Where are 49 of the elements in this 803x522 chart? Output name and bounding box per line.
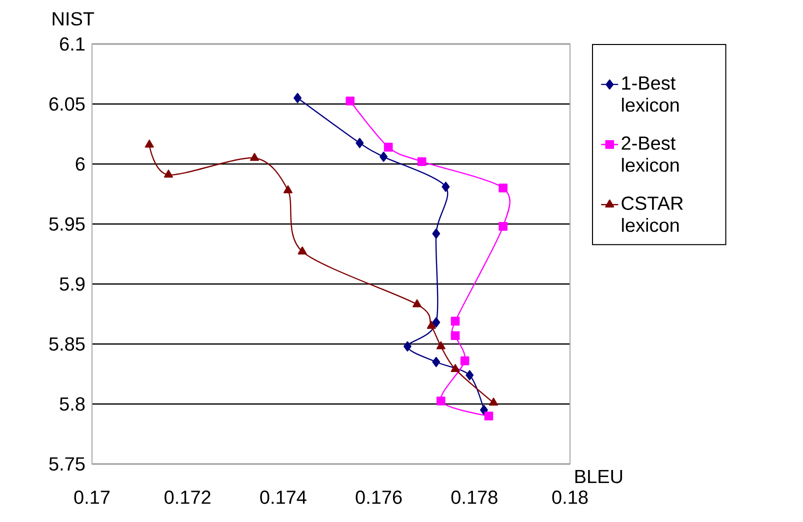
y-axis-title: NIST	[52, 12, 94, 26]
point	[283, 185, 292, 194]
point	[450, 331, 460, 340]
point	[404, 341, 412, 352]
y-tick-label: 5.95	[49, 217, 85, 231]
y-tick-label: 6	[76, 157, 85, 171]
x-tick-label: 0.174	[260, 490, 306, 504]
y-tick-label: 6.1	[60, 37, 85, 51]
point	[460, 356, 470, 366]
point	[436, 341, 446, 350]
point	[432, 228, 440, 239]
y-tick-label: 5.8	[60, 397, 85, 411]
point	[436, 396, 446, 406]
y-tick-label: 5.75	[49, 457, 85, 471]
point	[442, 182, 450, 192]
point	[417, 157, 426, 166]
point	[466, 370, 474, 380]
x-axis-title: BLEU	[575, 470, 622, 484]
point	[250, 152, 260, 161]
x-tick-label: 0.17	[74, 490, 110, 504]
point	[380, 152, 388, 162]
y-tick-label: 5.9	[60, 277, 85, 291]
point	[356, 138, 364, 148]
point	[498, 222, 508, 231]
point	[346, 96, 355, 106]
point	[144, 140, 154, 148]
x-tick-label: 0.176	[356, 490, 402, 504]
point	[489, 398, 498, 406]
y-tick-label: 5.85	[49, 337, 85, 351]
x-tick-label: 0.178	[451, 490, 498, 504]
point	[432, 356, 440, 368]
point	[298, 246, 307, 254]
point	[450, 364, 460, 372]
x-tick-label: 0.172	[164, 490, 210, 504]
point	[432, 317, 440, 328]
x-tick-label: 0.18	[552, 490, 588, 504]
y-tick-label: 6.05	[49, 97, 85, 111]
point	[294, 92, 302, 104]
point	[384, 142, 393, 152]
point	[450, 316, 460, 326]
legend-label: CSTAR lexicon	[622, 196, 683, 232]
point	[484, 412, 494, 420]
point	[412, 299, 422, 308]
point	[426, 320, 436, 329]
point	[164, 170, 173, 178]
point	[498, 184, 508, 192]
legend-label: 1-Best lexicon	[622, 76, 679, 112]
point	[480, 404, 488, 416]
legend-label: 2-Best lexicon	[622, 136, 679, 172]
